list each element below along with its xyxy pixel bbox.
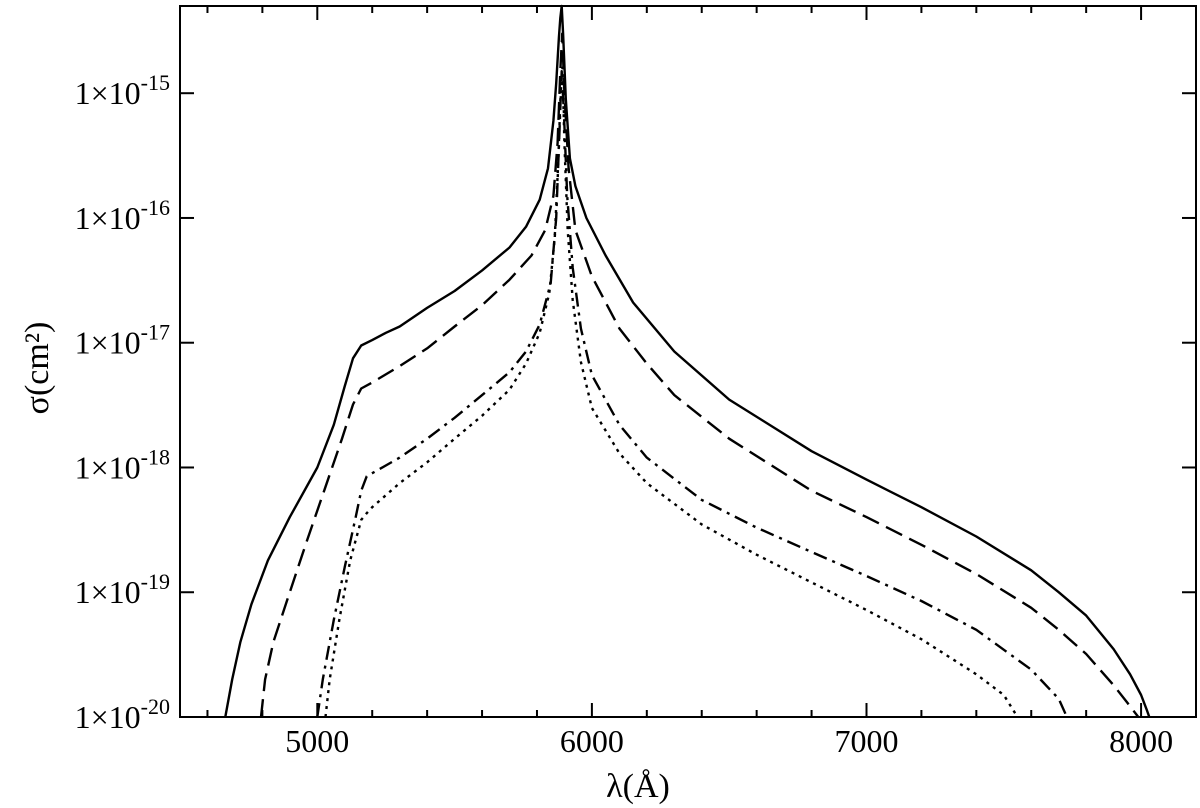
y-tick-label: 1×10-19	[75, 569, 170, 610]
x-tick-label: 6000	[560, 723, 624, 759]
axis-ticks	[180, 6, 1197, 718]
y-tick-label: 1×10-15	[75, 70, 170, 111]
plot-frame	[179, 5, 1197, 718]
y-tick-label: 1×10-16	[75, 195, 170, 236]
series-line-solid	[224, 4, 1151, 718]
series-line-dash-dot	[316, 69, 1068, 718]
series-lines	[224, 4, 1151, 718]
series-line-dashed	[259, 32, 1140, 718]
tick-labels: 5000 6000 7000 8000 1×10-20 1×10-19 1×10-18 1×1…	[75, 70, 1173, 759]
x-axis-title: λ(Å)	[606, 768, 670, 805]
x-tick-label: 8000	[1109, 723, 1173, 759]
y-tick-label: 1×10-17	[75, 320, 170, 361]
x-tick-label: 7000	[834, 723, 898, 759]
y-tick-label: 1×10-18	[75, 444, 170, 485]
y-tick-label: 1×10-20	[75, 694, 170, 735]
x-tick-label: 5000	[285, 723, 349, 759]
y-axis-title: σ(cm²)	[19, 322, 56, 415]
